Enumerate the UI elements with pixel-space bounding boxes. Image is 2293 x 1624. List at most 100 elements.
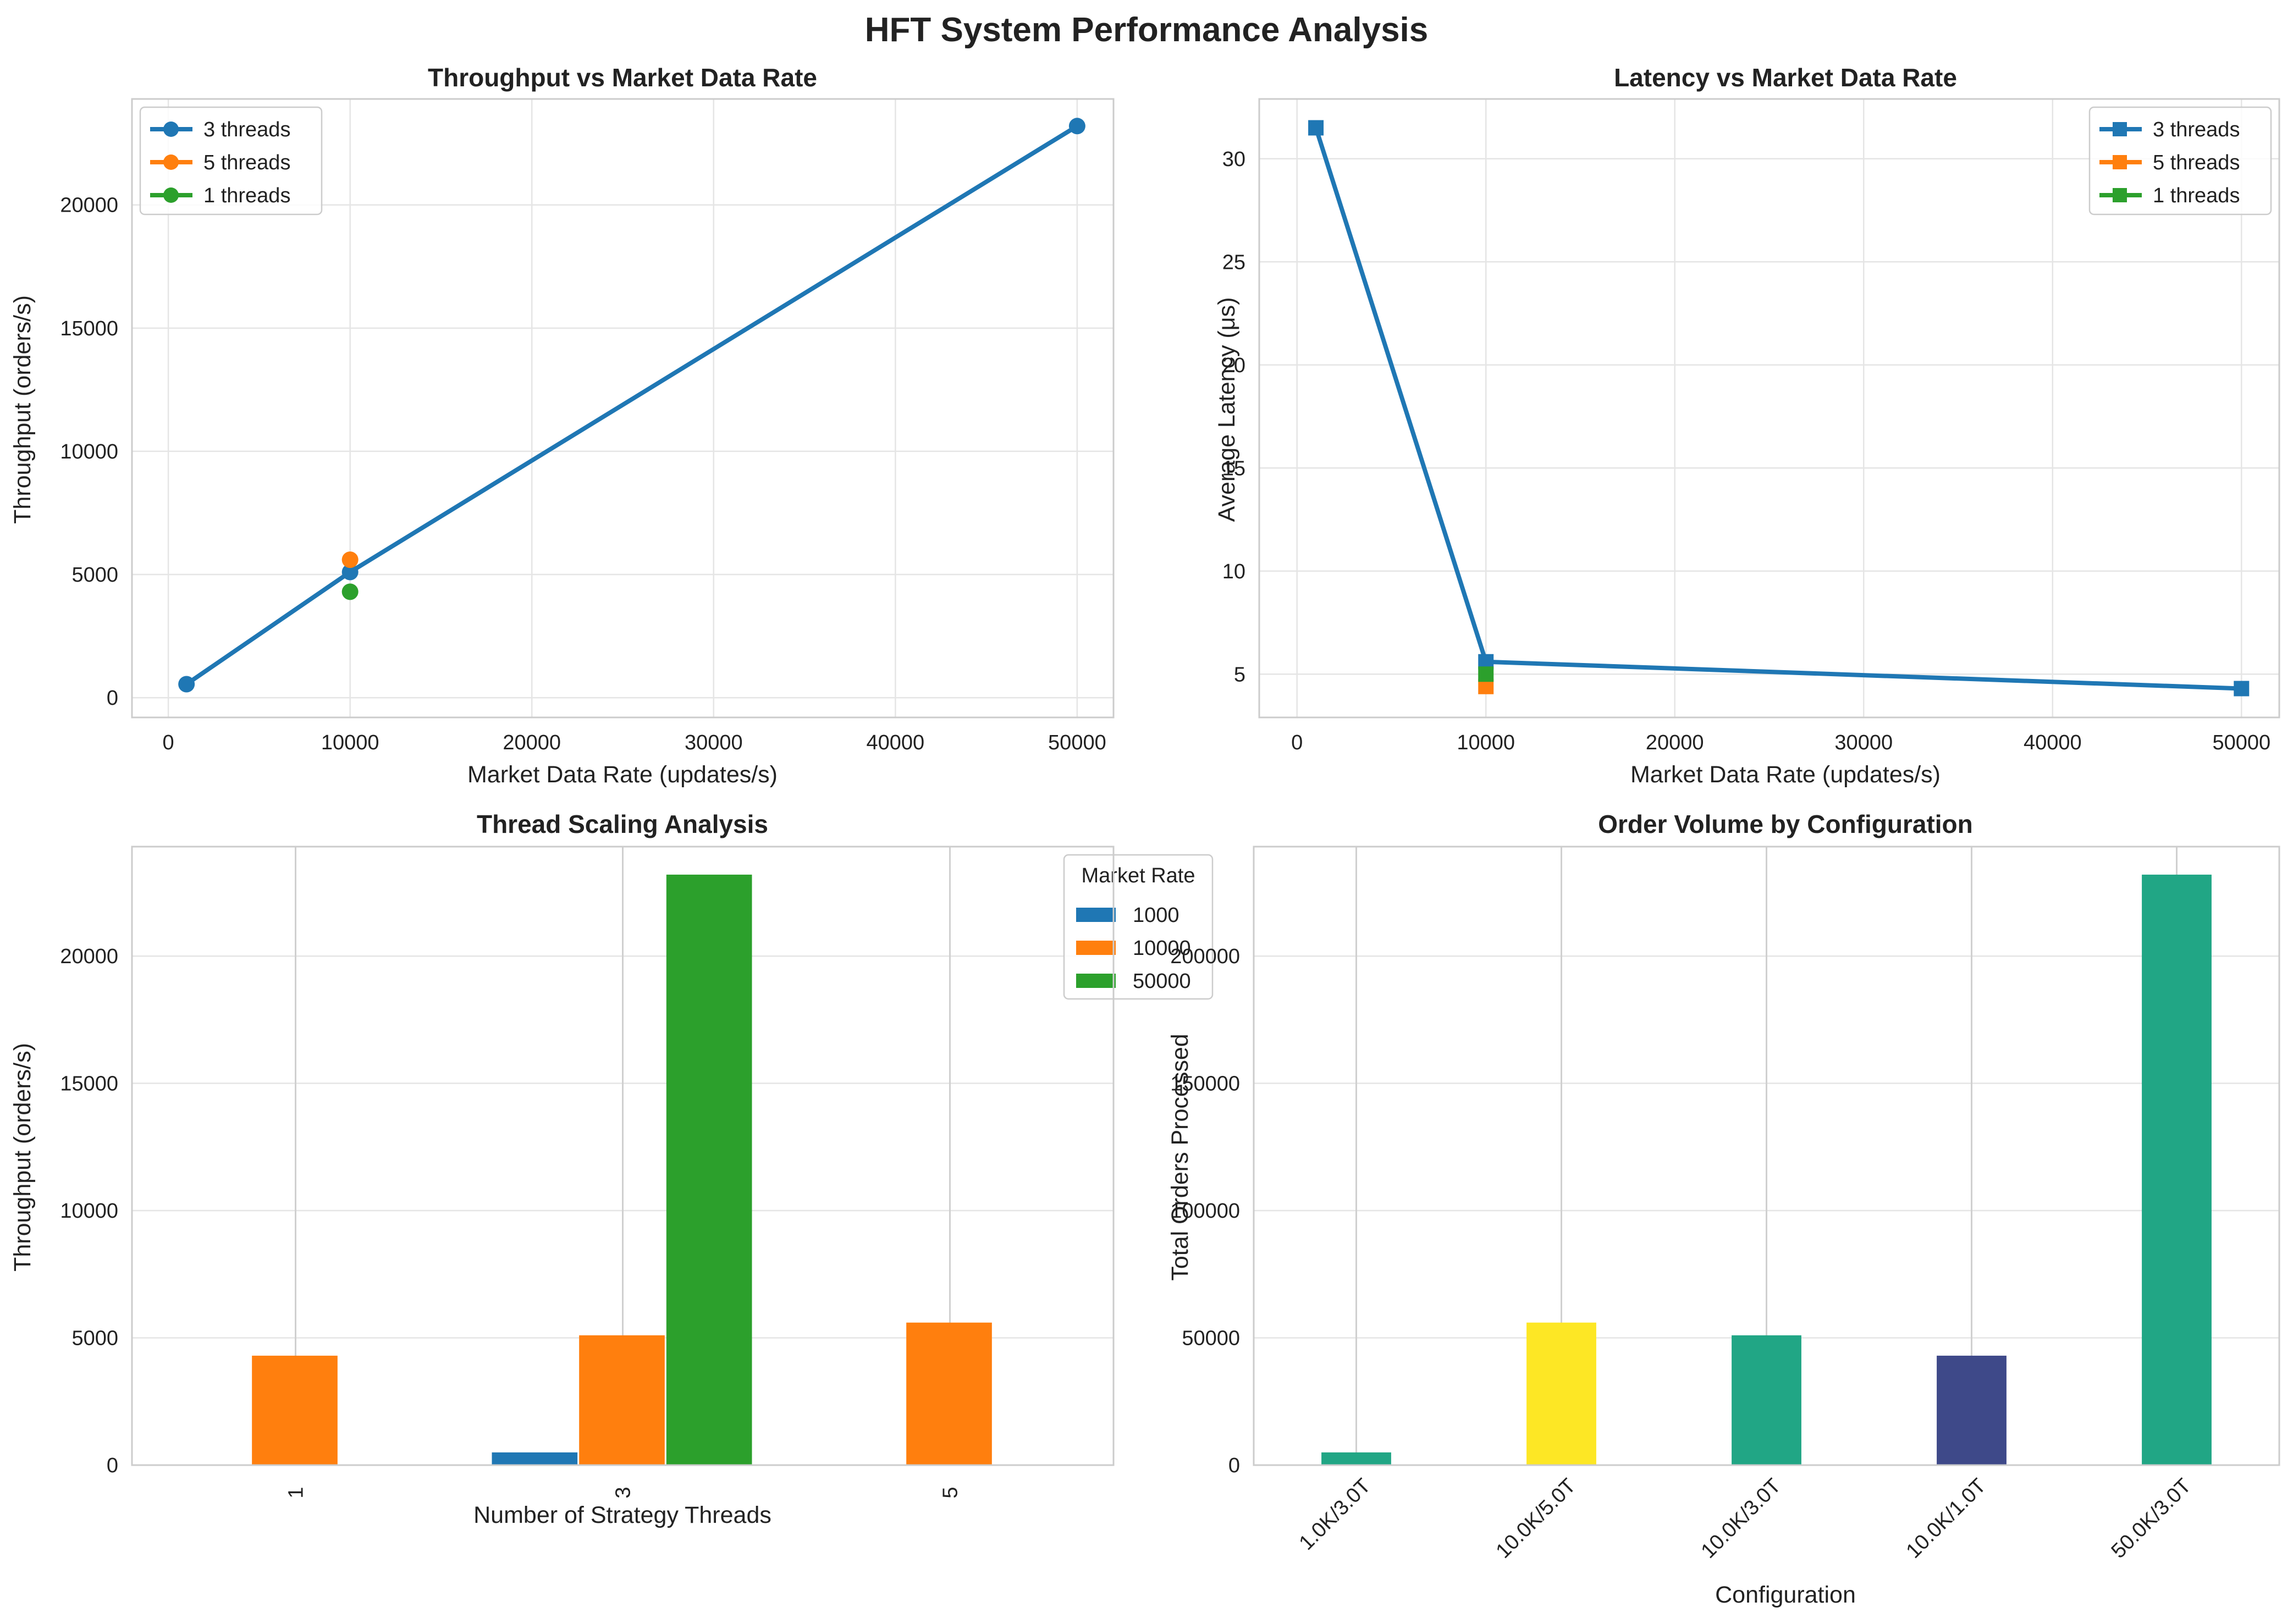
legend-marker xyxy=(2113,188,2127,202)
x-axis-label: Market Data Rate (updates/s) xyxy=(467,761,778,788)
bar xyxy=(2142,874,2212,1465)
y-tick-label: 20 xyxy=(1222,354,1245,377)
legend-box xyxy=(139,106,323,216)
x-tick-label: 5 xyxy=(939,1487,962,1498)
grid-lines xyxy=(132,99,1114,717)
x-axis-label: Configuration xyxy=(1715,1582,1856,1608)
legend-swatch xyxy=(1076,908,1116,922)
legend-marker xyxy=(2113,155,2127,169)
bar xyxy=(579,1335,665,1465)
x-axis-label: Market Data Rate (updates/s) xyxy=(1630,761,1941,788)
data-point xyxy=(341,551,359,568)
x-tick-label: 10000 xyxy=(1457,731,1515,754)
data-point xyxy=(178,676,195,693)
y-tick-label: 25 xyxy=(1222,251,1245,274)
y-tick-label: 150000 xyxy=(1170,1073,1240,1096)
x-tick-label: 10000 xyxy=(321,731,379,754)
x-tick-label: 30000 xyxy=(1834,731,1893,754)
y-axis-label: Throughput (orders/s) xyxy=(9,1043,36,1272)
y-tick-label: 50000 xyxy=(1182,1327,1240,1350)
chart-title: Throughput vs Market Data Rate xyxy=(428,63,817,92)
legend-marker xyxy=(163,121,179,137)
y-tick-label: 10000 xyxy=(60,1200,118,1223)
x-tick-label: 50000 xyxy=(1048,731,1106,754)
y-tick-label: 30 xyxy=(1222,148,1245,171)
y-tick-label: 20000 xyxy=(60,194,118,217)
legend-box xyxy=(2088,106,2272,216)
x-tick-label: 1 xyxy=(285,1487,308,1498)
latency-vs-rate-chart: Latency vs Market Data Rate Market Data … xyxy=(1214,63,2280,788)
x-tick-label: 30000 xyxy=(685,731,743,754)
x-tick-label: 0 xyxy=(163,731,174,754)
plot-marks xyxy=(1321,874,2212,1465)
legend-label: 5 threads xyxy=(2153,151,2240,174)
legend-title: Market Rate xyxy=(1082,864,1195,887)
y-tick-label: 10000 xyxy=(60,440,118,463)
legend-swatch xyxy=(1076,974,1116,988)
legend-marker xyxy=(2113,122,2127,136)
y-tick-label: 5000 xyxy=(71,564,118,587)
legend-marker xyxy=(163,154,179,170)
axes-frame xyxy=(131,846,1115,1466)
x-axis-label: Number of Strategy Threads xyxy=(473,1502,771,1528)
bar xyxy=(1526,1322,1596,1465)
x-tick-label: 40000 xyxy=(2024,731,2082,754)
y-tick-label: 15000 xyxy=(60,1073,118,1096)
figure-title: HFT System Performance Analysis xyxy=(865,11,1429,49)
tick-labels: 0 10000 20000 30000 40000 50000 5 10 15 20 25 30 xyxy=(1222,148,2270,754)
bar xyxy=(252,1355,338,1465)
legend-label: 10000 xyxy=(1133,937,1191,960)
bar xyxy=(1732,1335,1801,1465)
y-tick-label: 15000 xyxy=(60,317,118,340)
bar xyxy=(666,874,752,1465)
legend: Market Rate 1000 10000 50000 xyxy=(1063,854,1214,1000)
legend-label: 1000 xyxy=(1133,904,1179,927)
plot-marks xyxy=(178,118,1085,693)
y-tick-label: 100000 xyxy=(1170,1200,1240,1223)
bar xyxy=(1321,1452,1391,1465)
y-axis-label: Average Latency (μs) xyxy=(1214,297,1240,522)
data-point xyxy=(1068,118,1085,135)
x-tick-label: 20000 xyxy=(1646,731,1704,754)
y-tick-label: 5 xyxy=(1234,663,1245,686)
y-tick-label: 15 xyxy=(1222,457,1245,480)
legend: 3 threads 5 threads 1 threads xyxy=(139,106,323,216)
tick-labels: 0 5000 10000 15000 20000 1 3 5 xyxy=(60,945,962,1498)
x-tick-label: 40000 xyxy=(866,731,924,754)
axes-frame xyxy=(1253,846,2280,1466)
legend-swatch xyxy=(1076,941,1116,955)
x-tick-label: 20000 xyxy=(503,731,561,754)
plot-marks xyxy=(1308,120,2250,697)
legend-label: 3 threads xyxy=(2153,118,2240,141)
y-tick-label: 10 xyxy=(1222,560,1245,583)
y-tick-label: 0 xyxy=(1228,1454,1240,1477)
legend-label: 50000 xyxy=(1133,970,1191,993)
plot-marks xyxy=(252,874,992,1465)
data-point xyxy=(1308,120,1324,136)
legend: 3 threads 5 threads 1 threads xyxy=(2088,106,2272,216)
order-volume-chart: Order Volume by Configuration Configurat… xyxy=(1167,810,2280,1608)
x-tick-label: 50000 xyxy=(2212,731,2270,754)
y-tick-label: 20000 xyxy=(60,945,118,968)
bar xyxy=(906,1322,992,1465)
axes-frame xyxy=(131,98,1115,719)
bar xyxy=(492,1452,578,1465)
legend-box xyxy=(1063,854,1214,1000)
legend-label: 1 threads xyxy=(2153,184,2240,207)
y-axis-label: Total Orders Processed xyxy=(1167,1034,1193,1280)
data-point xyxy=(2234,681,2250,697)
chart-title: Order Volume by Configuration xyxy=(1598,810,1973,838)
x-tick-label: 0 xyxy=(1291,731,1303,754)
grid-lines xyxy=(1259,99,2279,717)
chart-title: Thread Scaling Analysis xyxy=(477,810,768,838)
y-tick-label: 5000 xyxy=(71,1327,118,1350)
y-axis-label: Throughput (orders/s) xyxy=(9,295,36,524)
tick-labels: 0 10000 20000 30000 40000 50000 0 5000 10000 1500… xyxy=(60,194,1106,754)
axes-frame xyxy=(1258,98,2280,719)
legend-label: 5 threads xyxy=(203,151,290,174)
throughput-vs-rate-chart: Throughput vs Market Data Rate Market Da… xyxy=(9,63,1115,788)
legend-label: 3 threads xyxy=(203,118,290,141)
legend-marker xyxy=(163,187,179,203)
bar xyxy=(1937,1355,2007,1465)
